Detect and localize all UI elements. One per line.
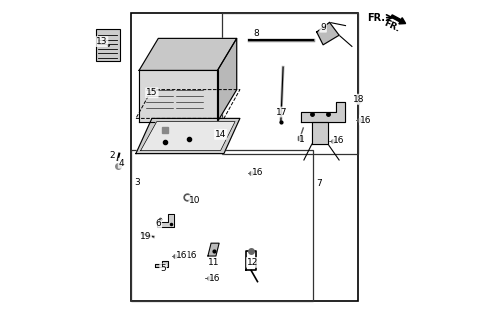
Text: 17: 17 xyxy=(276,108,287,116)
Polygon shape xyxy=(139,38,237,70)
Bar xyxy=(146,86,173,102)
Text: 8: 8 xyxy=(253,29,259,38)
Polygon shape xyxy=(218,38,237,122)
Text: 5: 5 xyxy=(160,264,166,273)
Text: 15: 15 xyxy=(146,88,158,97)
Text: 10: 10 xyxy=(189,196,201,204)
Text: 4: 4 xyxy=(119,159,124,168)
Text: 13: 13 xyxy=(96,37,107,46)
Text: 3: 3 xyxy=(134,178,140,187)
FancyArrow shape xyxy=(391,15,406,24)
Text: 14: 14 xyxy=(215,130,227,139)
Text: 16: 16 xyxy=(360,116,371,124)
Text: 12: 12 xyxy=(247,258,258,267)
Bar xyxy=(146,82,173,109)
Bar xyxy=(176,86,203,102)
Polygon shape xyxy=(139,70,218,122)
Bar xyxy=(131,13,358,301)
Text: 16: 16 xyxy=(209,274,221,283)
Polygon shape xyxy=(301,102,345,122)
Polygon shape xyxy=(317,22,339,45)
Polygon shape xyxy=(141,122,235,150)
Polygon shape xyxy=(157,214,174,227)
Text: 1: 1 xyxy=(299,135,305,144)
Bar xyxy=(131,150,313,301)
Bar xyxy=(176,82,203,109)
Text: 16: 16 xyxy=(252,168,263,177)
Text: 7: 7 xyxy=(316,180,322,188)
Text: 16: 16 xyxy=(176,252,188,260)
Bar xyxy=(222,13,358,154)
Text: 6: 6 xyxy=(155,220,161,228)
Bar xyxy=(96,29,120,61)
Text: 11: 11 xyxy=(208,258,220,267)
Text: FR.: FR. xyxy=(367,12,385,23)
Polygon shape xyxy=(208,243,219,256)
Text: 16: 16 xyxy=(186,252,198,260)
Text: FR.: FR. xyxy=(382,19,401,34)
Text: 18: 18 xyxy=(353,95,364,104)
Polygon shape xyxy=(155,261,168,267)
Polygon shape xyxy=(136,118,240,154)
Text: 16: 16 xyxy=(333,136,345,145)
Text: 2: 2 xyxy=(110,151,115,160)
Polygon shape xyxy=(312,122,328,144)
Text: 19: 19 xyxy=(140,232,151,241)
Text: 9: 9 xyxy=(320,23,326,32)
